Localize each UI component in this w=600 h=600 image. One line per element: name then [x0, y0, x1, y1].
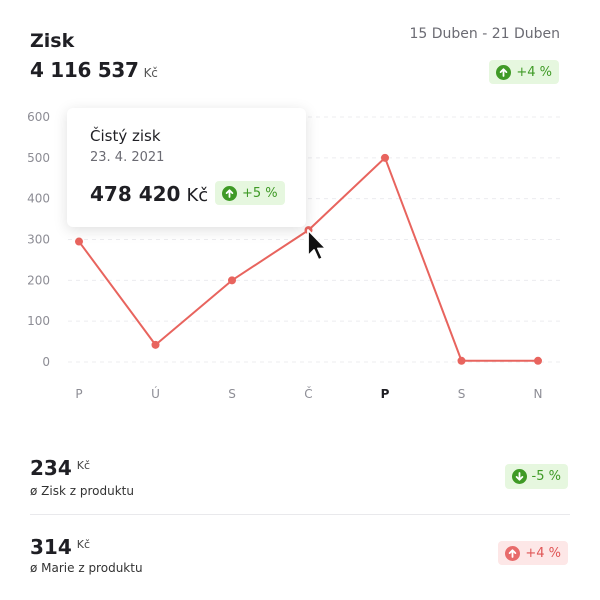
arrow-down-icon: [511, 469, 527, 484]
stat-avg-profit: 234 Kč: [30, 456, 90, 480]
stat-avg-margin: 314 Kč: [30, 535, 90, 559]
total-change-value: +4 %: [516, 64, 552, 80]
y-tick-label: 0: [42, 355, 50, 369]
stat-avg-margin-badge: +4 %: [498, 541, 568, 565]
arrow-up-icon: [222, 185, 237, 201]
mouse-cursor-icon: [307, 229, 327, 261]
total-profit-value: 4 116 537: [30, 58, 139, 82]
y-tick-label: 600: [27, 110, 50, 124]
arrow-up-icon: [505, 545, 521, 561]
x-tick-label[interactable]: P: [381, 387, 390, 401]
stat-avg-profit-value: 234: [30, 456, 72, 480]
stat-avg-margin-unit: Kč: [76, 538, 91, 551]
date-range[interactable]: 15 Duben - 21 Duben: [409, 26, 560, 42]
page-title: Zisk: [30, 30, 75, 52]
arrow-up-icon: [496, 64, 512, 80]
tooltip-amount: 478 420: [90, 182, 181, 206]
tooltip-change-badge: +5 %: [215, 181, 285, 205]
data-point[interactable]: [457, 356, 466, 365]
stat-avg-margin-value: 314: [30, 535, 72, 559]
y-tick-label: 100: [27, 314, 50, 328]
tooltip-date: 23. 4. 2021: [90, 150, 165, 165]
y-tick-label: 400: [27, 192, 50, 206]
data-point[interactable]: [75, 237, 83, 246]
data-point[interactable]: [534, 356, 542, 365]
data-point[interactable]: [151, 340, 160, 349]
stat-avg-margin-label: ø Marie z produktu: [30, 561, 143, 575]
y-tick-label: 200: [27, 273, 50, 287]
total-change-badge: +4 %: [489, 60, 559, 84]
y-tick-label: 300: [27, 233, 50, 247]
stat-avg-profit-change: -5 %: [531, 469, 561, 484]
stat-avg-margin-change: +4 %: [525, 545, 561, 561]
x-tick-label[interactable]: S: [458, 387, 466, 401]
x-tick-label[interactable]: P: [75, 387, 82, 401]
tooltip-title: Čistý zisk: [90, 127, 161, 145]
stat-avg-profit-unit: Kč: [76, 459, 91, 472]
tooltip-change-value: +5 %: [242, 185, 278, 201]
data-point[interactable]: [381, 153, 389, 162]
x-tick-label[interactable]: Č: [304, 386, 312, 401]
stat-avg-profit-badge: -5 %: [504, 464, 568, 489]
stat-avg-profit-label: ø Zisk z produktu: [30, 484, 134, 498]
x-tick-label[interactable]: S: [228, 387, 236, 401]
tooltip-unit: Kč: [186, 185, 209, 206]
total-profit-unit: Kč: [143, 66, 158, 80]
total-profit: 4 116 537 Kč: [30, 58, 158, 82]
stats-divider: [30, 514, 570, 515]
chart-tooltip: Čistý zisk 23. 4. 2021 478 420 Kč +5 %: [67, 108, 306, 227]
x-tick-label[interactable]: N: [534, 387, 543, 401]
tooltip-value: 478 420 Kč: [90, 182, 208, 206]
data-point[interactable]: [228, 276, 236, 285]
x-tick-label[interactable]: Ú: [151, 386, 160, 401]
y-tick-label: 500: [27, 151, 50, 165]
